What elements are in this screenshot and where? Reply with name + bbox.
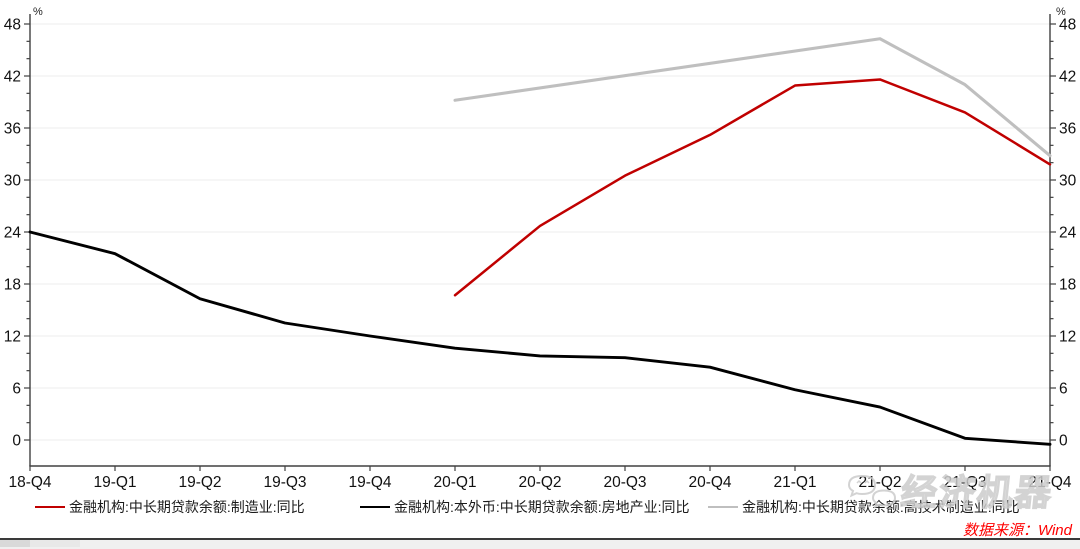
svg-text:42: 42 (4, 69, 21, 86)
svg-text:20-Q3: 20-Q3 (603, 474, 646, 491)
bottom-bar-segment-light (30, 540, 80, 547)
series-line-0 (453, 78, 1052, 297)
svg-text:0: 0 (1059, 433, 1068, 450)
series-line-1 (28, 230, 1052, 446)
svg-text:12: 12 (1059, 329, 1076, 346)
svg-text:18: 18 (4, 277, 21, 294)
svg-text:18-Q4: 18-Q4 (8, 474, 51, 491)
svg-text:24: 24 (1059, 225, 1077, 242)
bottom-bar-segment-dark (0, 540, 30, 547)
svg-text:0: 0 (12, 433, 21, 450)
svg-text:19-Q1: 19-Q1 (93, 474, 136, 491)
svg-text:42: 42 (1059, 69, 1076, 86)
legend-swatch-red-line (35, 505, 65, 509)
svg-text:18: 18 (1059, 277, 1076, 294)
svg-text:48: 48 (4, 17, 21, 34)
legend-item-manufacturing-loans: 金融机构:中长期贷款余额:制造业:同比 (35, 497, 305, 517)
legend-item-hightech-manufacturing-loans: 金融机构:中长期贷款余额:高技术制造业:同比 (708, 497, 1020, 517)
svg-text:19-Q2: 19-Q2 (178, 474, 221, 491)
legend-item-realestate-loans: 金融机构:本外币:中长期贷款余额:房地产业:同比 (360, 497, 690, 517)
svg-text:21-Q4: 21-Q4 (1028, 474, 1071, 491)
svg-text:36: 36 (1059, 121, 1076, 138)
svg-text:20-Q1: 20-Q1 (433, 474, 476, 491)
svg-text:12: 12 (4, 329, 21, 346)
legend-label: 金融机构:本外币:中长期贷款余额:房地产业:同比 (394, 499, 690, 515)
svg-text:36: 36 (4, 121, 21, 138)
svg-text:6: 6 (12, 381, 21, 398)
svg-text:21-Q1: 21-Q1 (773, 474, 816, 491)
bottom-divider-bar (0, 538, 1080, 549)
svg-text:20-Q2: 20-Q2 (518, 474, 561, 491)
svg-text:30: 30 (1059, 173, 1077, 190)
svg-text:21-Q2: 21-Q2 (858, 474, 901, 491)
plot-svg: 48 48 42 42 36 36 30 30 24 24 18 18 12 12 6 6 0 0 18-Q4 19-… (4, 14, 1077, 491)
svg-text:48: 48 (1059, 17, 1076, 34)
svg-text:30: 30 (4, 173, 22, 190)
y-axis-unit-right: % (1056, 6, 1066, 18)
svg-text:21-Q3: 21-Q3 (943, 474, 986, 491)
series-line-2 (453, 37, 1052, 158)
svg-text:19-Q4: 19-Q4 (348, 474, 391, 491)
y-axis-unit-left: % (33, 6, 43, 18)
data-source-label: 数据来源：Wind (962, 522, 1072, 539)
legend-label: 金融机构:中长期贷款余额:制造业:同比 (69, 499, 305, 515)
svg-text:19-Q3: 19-Q3 (263, 474, 306, 491)
svg-text:6: 6 (1059, 381, 1068, 398)
svg-text:24: 24 (4, 225, 22, 242)
legend-swatch-black-line (360, 505, 390, 509)
legend-label: 金融机构:中长期贷款余额:高技术制造业:同比 (742, 499, 1020, 515)
legend-swatch-gray-line (708, 505, 738, 509)
svg-text:20-Q4: 20-Q4 (688, 474, 731, 491)
